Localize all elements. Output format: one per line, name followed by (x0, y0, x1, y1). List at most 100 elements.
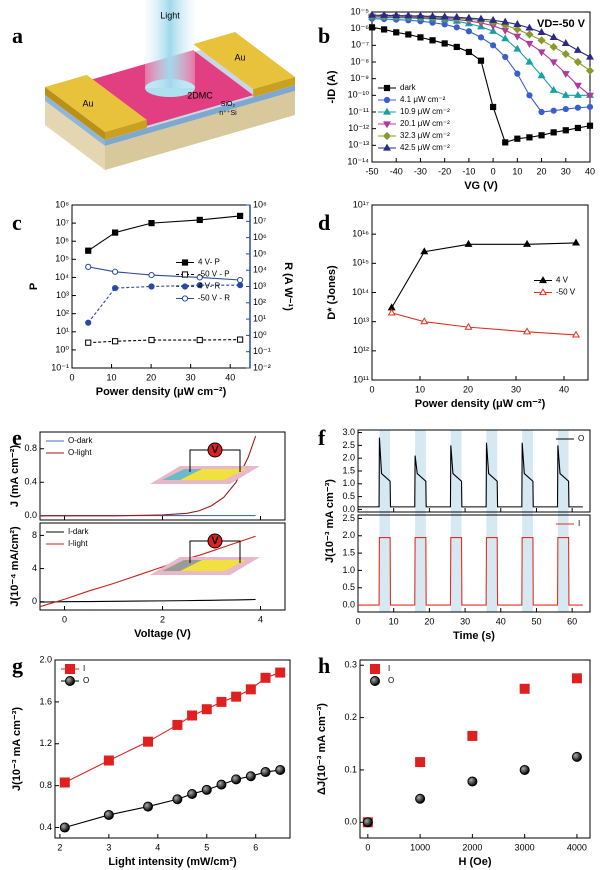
legend-label: O (578, 434, 584, 443)
x-axis-label: Voltage (V) (134, 628, 191, 640)
y2-tick-label: 10⁵ (253, 248, 267, 258)
legend-marker (65, 664, 75, 674)
legend-label: O (388, 676, 394, 685)
y-tick-label: 0.0 (342, 504, 355, 514)
x-axis-label: Time (s) (453, 630, 495, 642)
y-tick-label: 10⁰ (55, 344, 69, 354)
x-tick-label: 6 (253, 842, 258, 852)
data-point (549, 32, 558, 40)
legend-label: O-light (68, 448, 92, 457)
inset-label: V (211, 444, 219, 456)
light-beam (145, 0, 195, 88)
data-point (103, 809, 114, 820)
data-point (275, 764, 286, 775)
y-tick-label: 10⁻¹⁴ (347, 156, 369, 166)
data-point (525, 57, 534, 65)
legend-marker (181, 259, 189, 266)
pad-left (45, 74, 147, 132)
x-tick-label: 4 (258, 614, 263, 624)
y-tick-label: 4 (32, 563, 37, 573)
data-point (196, 274, 203, 281)
legend-label: 4.1 μW cm⁻² (400, 95, 446, 104)
panel-label: f (318, 425, 326, 450)
x-axis-label: Light intensity (mW/cm²) (108, 856, 237, 868)
y-axis-label: J(10⁻³ mA cm⁻³) (11, 707, 23, 791)
pad-front (253, 77, 295, 98)
data-point (380, 10, 389, 18)
y2-tick-label: 10⁰ (253, 330, 267, 340)
pad-front (105, 119, 147, 140)
y-tick-label: 0.3 (344, 660, 357, 670)
data-point (537, 36, 546, 45)
data-point (477, 34, 485, 41)
x-tick-label: 10 (107, 372, 117, 382)
legend-label: I (578, 519, 580, 528)
data-point (502, 53, 509, 61)
data-point (362, 817, 373, 828)
data-point (112, 268, 119, 275)
x-tick-label: 10 (512, 166, 522, 176)
x-tick-label: 4 (155, 842, 160, 852)
data-point (453, 24, 460, 31)
pad-side (45, 87, 105, 140)
data-point (467, 776, 478, 787)
y2-tick-label: 10⁴ (253, 265, 267, 275)
light-label: Light (160, 10, 180, 20)
data-point (586, 92, 594, 100)
x-tick-label: 0 (491, 166, 496, 176)
data-point (523, 239, 532, 247)
annotation: VD=-50 V (537, 18, 586, 30)
y-tick-label: 10¹³ (353, 316, 369, 326)
legend-label: 20.1 μW cm⁻² (400, 119, 450, 128)
y-tick-label: 1.0 (342, 478, 355, 488)
y-tick-label: 0.5 (342, 491, 355, 501)
data-point (440, 12, 449, 20)
y-tick-label: 10⁻¹² (348, 123, 369, 133)
y-axis-label: D* (Jones) (326, 265, 338, 320)
data-point (143, 736, 154, 747)
y-tick-label: 0.8 (24, 443, 37, 453)
x-tick-label: 4000 (567, 842, 587, 852)
plot-frame (54, 659, 291, 839)
data-point (561, 71, 570, 79)
y-tick-label: 10² (56, 308, 69, 318)
series-line (87, 215, 241, 252)
legend-marker (370, 664, 380, 674)
x-tick-label: 2000 (462, 842, 482, 852)
y-tick-label: 8 (32, 530, 37, 540)
data-point (85, 319, 92, 326)
data-point (381, 26, 388, 33)
oxide-front (105, 85, 295, 146)
y-tick-label: 1.0 (342, 565, 355, 575)
data-point (172, 794, 183, 805)
data-point (525, 40, 534, 48)
panel-label: h (318, 653, 330, 678)
y-tick-label: 2.0 (342, 453, 355, 463)
y-tick-label: 10⁶ (55, 236, 69, 246)
x-tick-label: 50 (531, 616, 541, 626)
data-point (112, 229, 119, 236)
data-point (489, 26, 498, 34)
data-point (441, 40, 448, 47)
legend-marker (181, 271, 189, 278)
y2-tick-label: 10³ (253, 281, 266, 291)
x-axis-label: Power density (μW cm⁻²) (415, 398, 546, 410)
au-label: Au (234, 52, 245, 62)
x-tick-label: 20 (537, 166, 547, 176)
data-point (196, 216, 203, 224)
data-point (216, 779, 227, 790)
data-point (513, 25, 522, 34)
x-tick-label: 20 (463, 384, 473, 394)
legend-label: -50 V - P (198, 270, 230, 279)
y-tick-label: 1.6 (39, 696, 52, 706)
data-point (416, 11, 425, 19)
data-point (526, 134, 533, 141)
data-point (368, 10, 376, 18)
y-tick-label: 10⁻¹¹ (348, 106, 369, 116)
light-on-band (557, 430, 569, 612)
y-tick-label: 10⁻⁷ (351, 40, 369, 50)
light-on-band (379, 430, 391, 612)
y-tick-label: 2.0 (342, 530, 355, 540)
y-tick-label: 10¹² (353, 345, 369, 355)
x-tick-label: 5 (204, 842, 209, 852)
